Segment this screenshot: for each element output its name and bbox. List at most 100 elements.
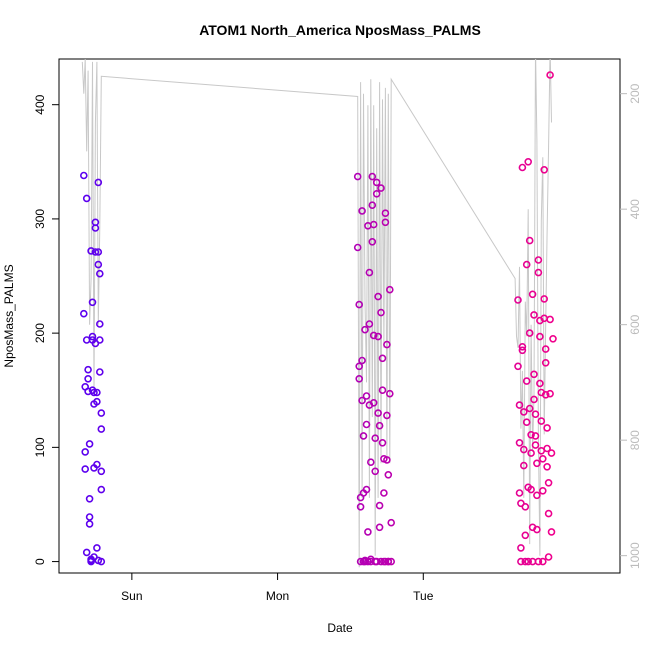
right-y-tick-label: 1000 (628, 542, 642, 569)
data-point (93, 397, 101, 406)
data-point (534, 557, 543, 566)
y-tick-label: 300 (33, 209, 47, 229)
data-point (358, 396, 366, 405)
chart-title: ATOM1 North_America NposMass_PALMS (199, 22, 481, 38)
data-point (82, 194, 91, 203)
data-point (525, 404, 534, 413)
data-point (355, 300, 364, 309)
data-point (93, 460, 101, 469)
data-point (88, 298, 97, 307)
data-point (85, 513, 94, 521)
data-point (355, 374, 364, 383)
data-point (530, 311, 538, 319)
y-tick-label: 0 (33, 558, 47, 565)
data-point (531, 441, 540, 449)
data-point (527, 485, 535, 494)
data-point (97, 409, 106, 417)
data-point (97, 557, 106, 566)
x-axis: Sun Mon Tue (121, 573, 434, 603)
data-point (84, 365, 92, 374)
data-point (378, 386, 387, 395)
data-point (538, 486, 547, 495)
data-point (528, 290, 537, 299)
data-point (361, 325, 369, 334)
data-point (534, 268, 543, 277)
x-tick-label: Tue (413, 589, 434, 603)
data-point (81, 465, 89, 473)
data-point (369, 220, 378, 229)
data-point (93, 388, 101, 397)
data-point (533, 491, 541, 500)
data-point (374, 292, 382, 301)
data-point (97, 485, 106, 494)
data-point (525, 329, 534, 337)
data-point (519, 408, 528, 416)
data-point (517, 557, 525, 566)
plot-frame (58, 58, 621, 574)
data-point (541, 345, 550, 353)
data-point (541, 358, 550, 367)
data-point (94, 178, 103, 187)
data-point (522, 260, 531, 269)
data-point (362, 485, 371, 494)
right-y-tick-label: 600 (628, 314, 642, 334)
data-point (534, 256, 543, 264)
data-point (515, 401, 524, 409)
data-point (377, 308, 385, 317)
data-point (518, 346, 527, 355)
data-point (358, 356, 366, 365)
data-point (94, 260, 103, 269)
data-point (383, 456, 391, 464)
data-point (514, 296, 522, 304)
data-point (387, 518, 396, 527)
data-point (524, 158, 533, 166)
data-point (531, 410, 540, 419)
data-point (358, 207, 366, 215)
data-point (378, 438, 387, 447)
data-point (368, 172, 377, 181)
data-point (375, 421, 384, 430)
data-point (93, 544, 101, 552)
data-point (519, 445, 528, 454)
data-points (80, 71, 557, 566)
data-point (546, 389, 554, 398)
data-point (375, 523, 384, 532)
data-point (366, 458, 375, 467)
data-point (533, 525, 541, 534)
y-tick-label: 200 (33, 323, 47, 343)
data-point (362, 392, 371, 400)
data-point (381, 209, 390, 217)
data-point (544, 553, 553, 561)
data-point (84, 374, 92, 383)
data-point (369, 331, 378, 340)
gray-line-path (81, 59, 552, 568)
y-axis: 0 100 200 300 400 (33, 94, 59, 565)
data-point (82, 548, 91, 557)
data-point (374, 409, 382, 417)
data-point (518, 163, 527, 172)
data-point (384, 470, 393, 479)
data-point (377, 557, 385, 566)
data-point (356, 557, 365, 566)
data-point (384, 557, 393, 566)
data-point (374, 332, 382, 341)
data-point (380, 489, 388, 497)
data-point (85, 494, 94, 503)
data-point (94, 248, 103, 256)
y-tick-label: 100 (33, 437, 47, 457)
data-point (515, 438, 524, 447)
data-point (97, 425, 106, 433)
data-point (356, 502, 365, 511)
data-point (88, 332, 97, 341)
data-point (375, 501, 384, 510)
data-point (531, 432, 540, 440)
data-point (543, 462, 551, 471)
data-point (383, 411, 391, 420)
data-point (549, 334, 557, 343)
data-point (372, 178, 381, 187)
data-point (546, 315, 554, 324)
data-point (522, 377, 531, 385)
data-point (522, 418, 531, 427)
data-point (362, 420, 371, 429)
x-tick-label: Mon (266, 589, 289, 603)
